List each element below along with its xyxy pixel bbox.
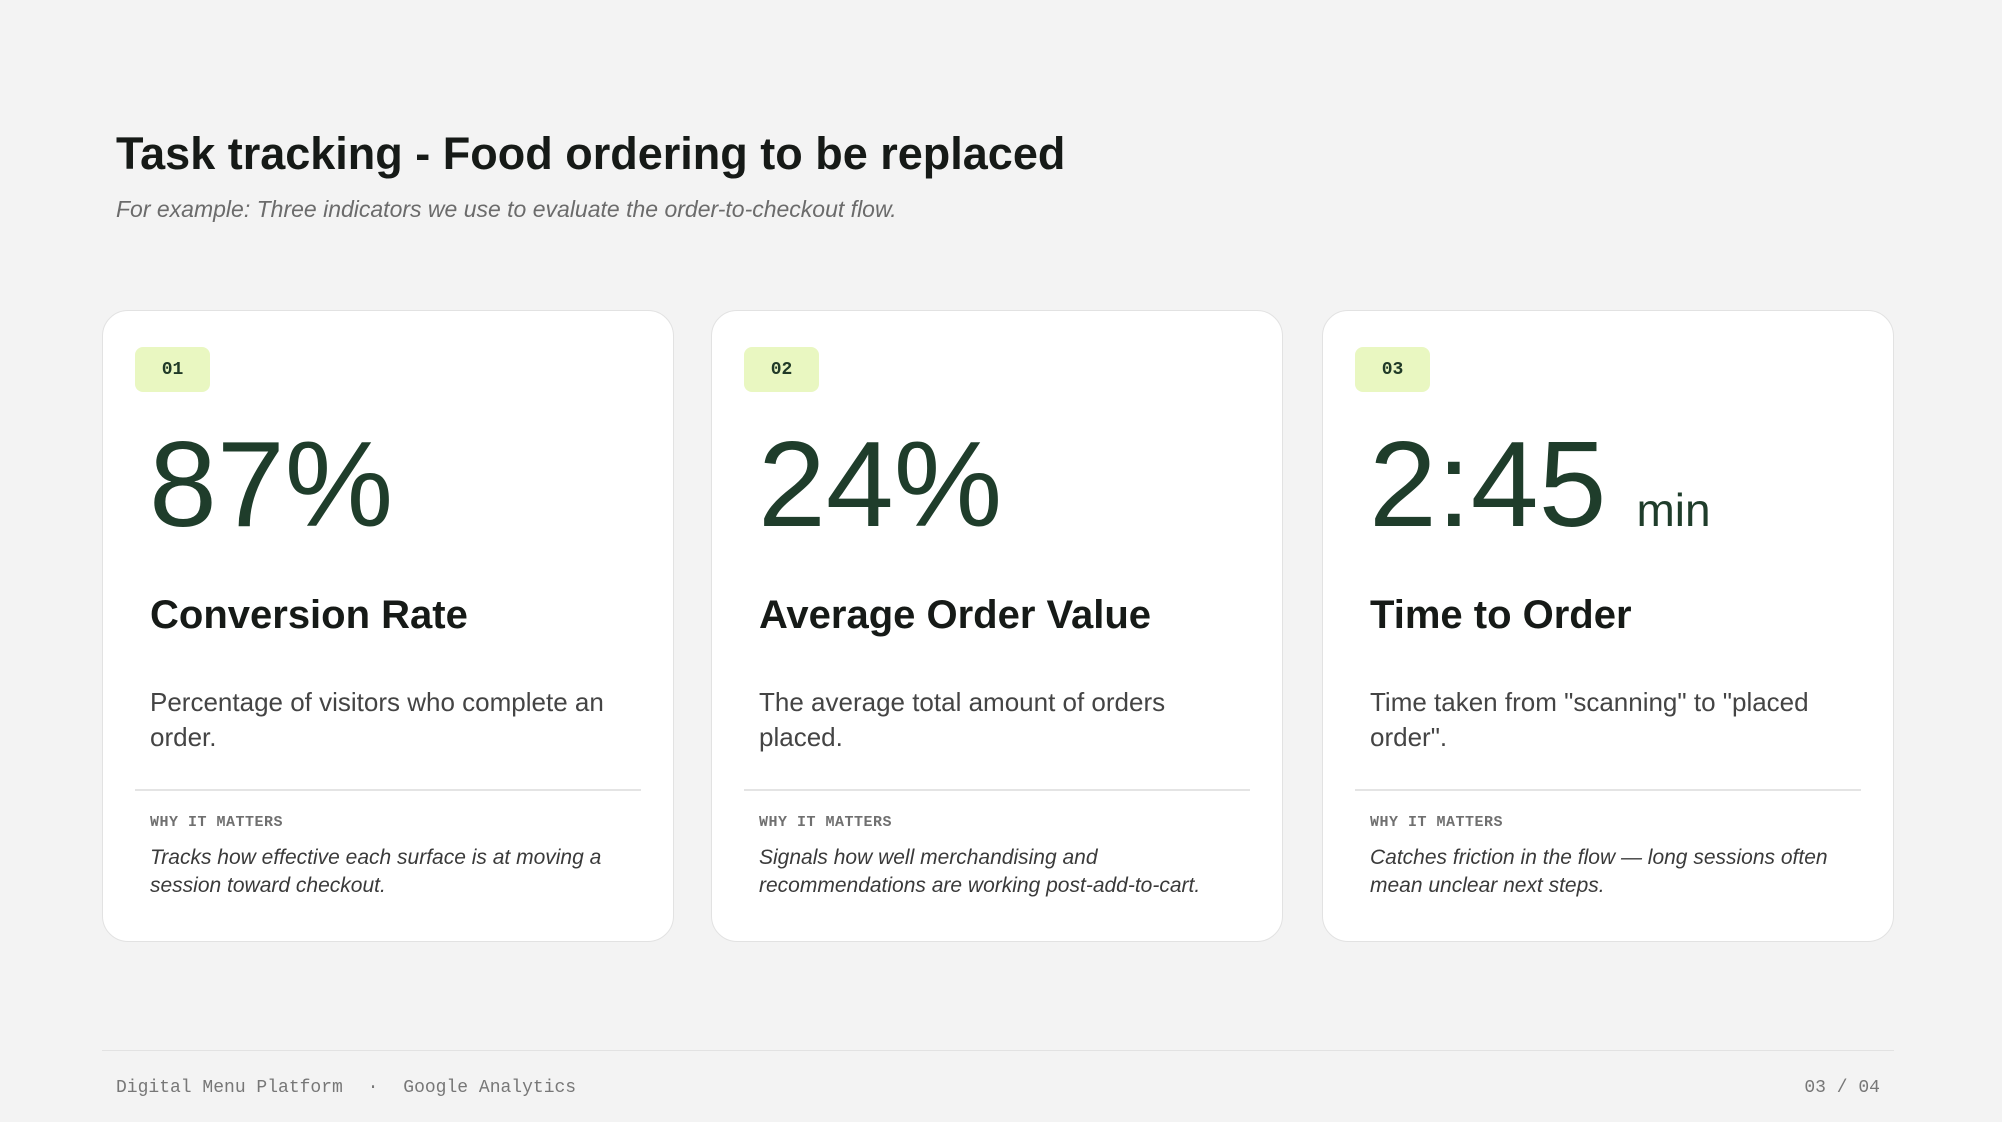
- why-text: Tracks how effective each surface is at …: [150, 846, 602, 897]
- metric-description: Time taken from "scanning" to "placed or…: [1370, 687, 1809, 752]
- card-divider: [1355, 789, 1861, 791]
- footer-divider: [102, 1050, 1894, 1051]
- footer-source: Google Analytics: [403, 1078, 577, 1098]
- why-label: WHY IT MATTERS: [1370, 814, 1504, 831]
- metric-description: The average total amount of orders place…: [759, 687, 1166, 752]
- metric-label: Time to Order: [1370, 593, 1632, 637]
- metric-label: Average Order Value: [759, 593, 1152, 637]
- metric-card: 01 87% Conversion Rate Percentage of visito…: [102, 310, 674, 942]
- metric-number: 87%: [149, 416, 394, 552]
- why-text: Signals how well merchandising and recom…: [759, 846, 1201, 897]
- card-divider: [744, 789, 1250, 791]
- metric-description: Percentage of visitors who complete an o…: [150, 687, 604, 752]
- footer-left: Digital Menu Platform · Google Analytics: [116, 1078, 576, 1098]
- card-number: 01: [135, 347, 210, 392]
- metric-value: 24%: [758, 423, 1002, 545]
- why-label: WHY IT MATTERS: [150, 814, 284, 831]
- metric-number: 24%: [758, 416, 1003, 552]
- metric-card: 03 2:45 min Time to Order Time taken from "s…: [1322, 310, 1894, 942]
- why-text: Catches friction in the flow — long sess…: [1370, 846, 1828, 897]
- subtitle: For example: Three indicators we use to …: [116, 196, 897, 222]
- card-number: 03: [1355, 347, 1430, 392]
- metric-label: Conversion Rate: [150, 593, 468, 637]
- why-label: WHY IT MATTERS: [759, 814, 893, 831]
- metric-value: 2:45 min: [1369, 423, 1711, 545]
- title: Task tracking - Food ordering to be repl…: [116, 128, 1066, 179]
- metric-value: 87%: [149, 423, 393, 545]
- metric-number: 2:45: [1369, 416, 1607, 552]
- footer-separator: ·: [367, 1078, 379, 1098]
- card-number: 02: [744, 347, 819, 392]
- footer-product: Digital Menu Platform: [116, 1078, 343, 1098]
- card-divider: [135, 789, 641, 791]
- metric-card: 02 24% Average Order Value The average tota…: [711, 310, 1283, 942]
- page-number: 03 / 04: [1804, 1078, 1880, 1098]
- metric-unit: min: [1636, 484, 1711, 536]
